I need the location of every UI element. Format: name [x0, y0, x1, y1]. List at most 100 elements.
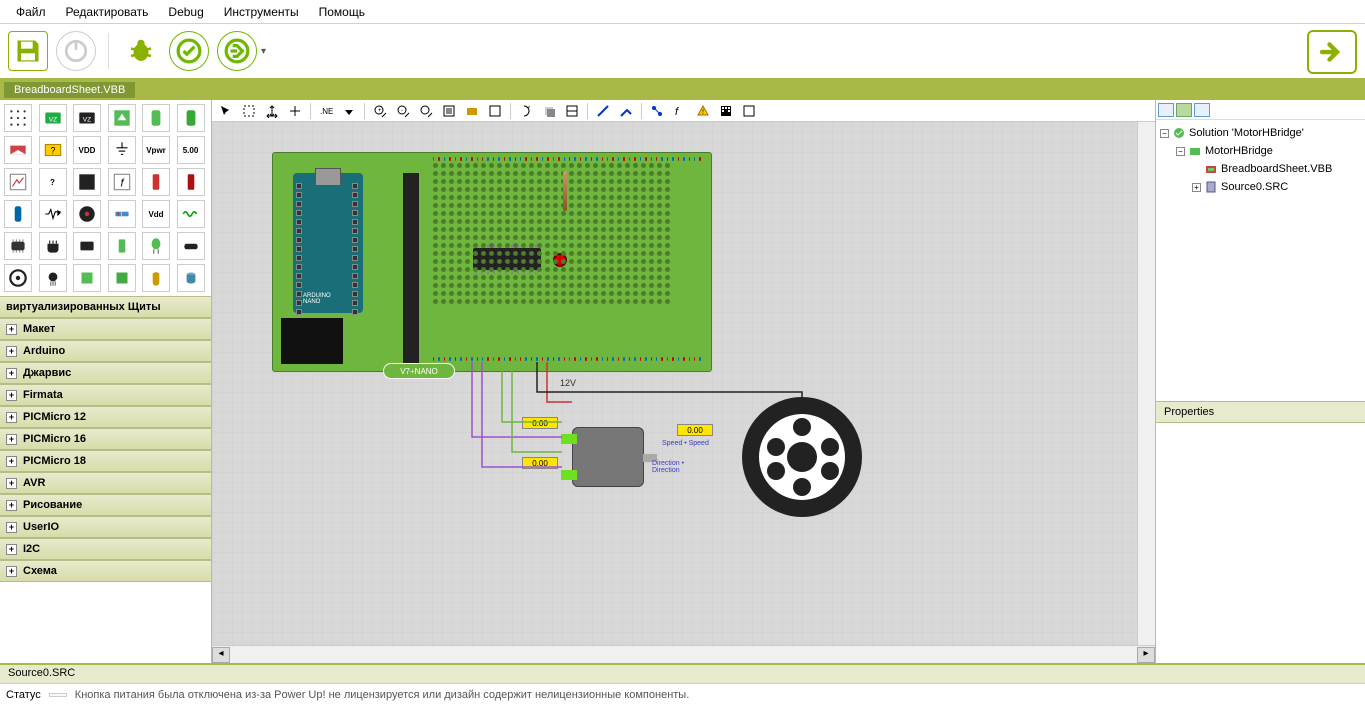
- component-21[interactable]: [108, 200, 136, 228]
- power-button[interactable]: [56, 31, 96, 71]
- component-8[interactable]: VDD: [73, 136, 101, 164]
- canvas-tool-1[interactable]: [239, 101, 259, 121]
- tree-solution[interactable]: − Solution 'MotorHBridge': [1160, 124, 1361, 142]
- component-4[interactable]: [142, 104, 170, 132]
- component-18[interactable]: [4, 200, 32, 228]
- component-12[interactable]: [4, 168, 32, 196]
- category-picmicro-18[interactable]: +PICMicro 18: [0, 450, 211, 472]
- category-picmicro-16[interactable]: +PICMicro 16: [0, 428, 211, 450]
- component-27[interactable]: [108, 232, 136, 260]
- save-button[interactable]: [8, 31, 48, 71]
- category-avr[interactable]: +AVR: [0, 472, 211, 494]
- bug-button[interactable]: [121, 31, 161, 71]
- view-mode-2[interactable]: [1176, 103, 1192, 117]
- canvas-tool-11[interactable]: [439, 101, 459, 121]
- category-макет[interactable]: +Макет: [0, 318, 211, 340]
- canvas-tool-19[interactable]: [593, 101, 613, 121]
- component-6[interactable]: [4, 136, 32, 164]
- canvas-tool-8[interactable]: +: [370, 101, 390, 121]
- component-24[interactable]: [4, 232, 32, 260]
- power-jack[interactable]: [281, 318, 343, 364]
- tree-project[interactable]: − MotorHBridge: [1160, 142, 1361, 160]
- canvas-tool-3[interactable]: [285, 101, 305, 121]
- component-16[interactable]: [142, 168, 170, 196]
- canvas-tool-23[interactable]: f: [670, 101, 690, 121]
- canvas-tool-0[interactable]: [216, 101, 236, 121]
- bottom-tab[interactable]: Source0.SRC: [0, 663, 1365, 683]
- category-рисование[interactable]: +Рисование: [0, 494, 211, 516]
- component-13[interactable]: ?: [39, 168, 67, 196]
- component-9[interactable]: [108, 136, 136, 164]
- canvas-tool-12[interactable]: [462, 101, 482, 121]
- tree-item-breadboard[interactable]: BreadboardSheet.VBB: [1160, 160, 1361, 178]
- component-34[interactable]: [142, 264, 170, 292]
- canvas-tool-5[interactable]: .NET: [316, 101, 336, 121]
- canvas-tool-10[interactable]: [416, 101, 436, 121]
- scroll-left[interactable]: ◂: [212, 647, 230, 663]
- tab-breadboard[interactable]: BreadboardSheet.VBB: [4, 82, 135, 98]
- component-30[interactable]: [4, 264, 32, 292]
- menu-tools[interactable]: Инструменты: [214, 2, 309, 22]
- menu-edit[interactable]: Редактировать: [56, 2, 159, 22]
- category-схема[interactable]: +Схема: [0, 560, 211, 582]
- component-33[interactable]: [108, 264, 136, 292]
- dc-motor[interactable]: [572, 427, 644, 487]
- canvas-tool-26[interactable]: [739, 101, 759, 121]
- component-10[interactable]: Vpwr: [142, 136, 170, 164]
- component-7[interactable]: ?: [39, 136, 67, 164]
- tree-item-source[interactable]: + Source0.SRC: [1160, 178, 1361, 196]
- deploy-button[interactable]: [1307, 30, 1357, 74]
- category-userio[interactable]: +UserIO: [0, 516, 211, 538]
- canvas-tool-25[interactable]: [716, 101, 736, 121]
- header-pins[interactable]: [403, 173, 419, 363]
- canvas-tool-13[interactable]: [485, 101, 505, 121]
- component-11[interactable]: 5.00: [177, 136, 205, 164]
- component-2[interactable]: VZ: [73, 104, 101, 132]
- canvas-tool-15[interactable]: [516, 101, 536, 121]
- component-3[interactable]: [108, 104, 136, 132]
- component-15[interactable]: f: [108, 168, 136, 196]
- resistor[interactable]: [563, 171, 567, 211]
- component-0[interactable]: [4, 104, 32, 132]
- component-28[interactable]: [142, 232, 170, 260]
- component-14[interactable]: [73, 168, 101, 196]
- wheel[interactable]: [742, 397, 862, 517]
- menu-help[interactable]: Помощь: [309, 2, 375, 22]
- view-mode-3[interactable]: [1194, 103, 1210, 117]
- canvas-tool-2[interactable]: [262, 101, 282, 121]
- category-виртуализированных-щиты[interactable]: виртуализированных Щиты: [0, 296, 211, 318]
- component-20[interactable]: [73, 200, 101, 228]
- scroll-right[interactable]: ▸: [1137, 647, 1155, 663]
- component-35[interactable]: [177, 264, 205, 292]
- category-arduino[interactable]: +Arduino: [0, 340, 211, 362]
- arduino-nano[interactable]: ARDUINO NANO: [293, 173, 363, 313]
- view-mode-1[interactable]: [1158, 103, 1174, 117]
- component-31[interactable]: [39, 264, 67, 292]
- component-22[interactable]: Vdd: [142, 200, 170, 228]
- category-firmata[interactable]: +Firmata: [0, 384, 211, 406]
- canvas-tool-24[interactable]: !: [693, 101, 713, 121]
- component-17[interactable]: [177, 168, 205, 196]
- horizontal-scrollbar[interactable]: ◂ ▸: [212, 645, 1155, 663]
- run-button[interactable]: [217, 31, 257, 71]
- component-26[interactable]: [73, 232, 101, 260]
- category-джарвис[interactable]: +Джарвис: [0, 362, 211, 384]
- vertical-scrollbar[interactable]: [1137, 122, 1155, 645]
- canvas-tool-17[interactable]: [562, 101, 582, 121]
- breadboard-pcb[interactable]: ARDUINO NANO V7+NANO: [272, 152, 712, 372]
- component-1[interactable]: VZ: [39, 104, 67, 132]
- canvas-tool-16[interactable]: [539, 101, 559, 121]
- canvas-tool-9[interactable]: -: [393, 101, 413, 121]
- category-picmicro-12[interactable]: +PICMicro 12: [0, 406, 211, 428]
- canvas-tool-20[interactable]: [616, 101, 636, 121]
- category-i2c[interactable]: +I2C: [0, 538, 211, 560]
- check-button[interactable]: [169, 31, 209, 71]
- design-canvas[interactable]: ARDUINO NANO V7+NANO 12V: [212, 122, 1155, 645]
- canvas-tool-6[interactable]: [339, 101, 359, 121]
- component-5[interactable]: [177, 104, 205, 132]
- menu-debug[interactable]: Debug: [158, 2, 213, 22]
- dropdown-caret[interactable]: ▾: [261, 46, 266, 57]
- component-32[interactable]: [73, 264, 101, 292]
- component-19[interactable]: [39, 200, 67, 228]
- component-29[interactable]: [177, 232, 205, 260]
